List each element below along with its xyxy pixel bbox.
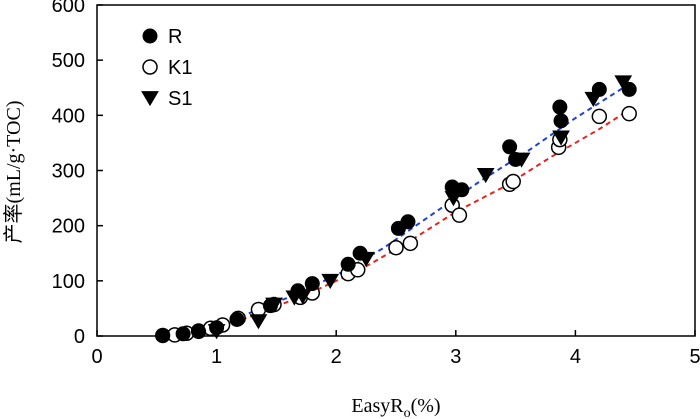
trendline-1 [240, 86, 624, 318]
point-s1-6 [321, 273, 340, 290]
point-k1-22 [591, 108, 608, 125]
point-r-10 [352, 245, 368, 261]
point-r-12 [400, 214, 416, 230]
point-r-7 [290, 283, 306, 299]
x-axis-ticks: 0 1 2 3 4 5 [91, 330, 700, 368]
x-tick-label: 3 [450, 346, 461, 368]
point-s1-9 [476, 168, 495, 184]
y-tick-label: 100 [52, 271, 85, 293]
point-r-17 [552, 99, 568, 115]
point-r-16 [508, 151, 524, 167]
x-tick-label: 1 [211, 346, 222, 368]
x-axis-label-main: EasyR [351, 395, 404, 417]
point-r-14 [454, 182, 470, 198]
legend-marker-s1 [141, 91, 159, 107]
point-k1-15 [402, 235, 419, 252]
point-k1-23 [621, 105, 637, 122]
x-tick-label: 0 [91, 346, 102, 368]
x-axis-label-unit: (%) [411, 395, 441, 417]
y-tick-label: 300 [52, 161, 85, 183]
point-r-20 [621, 81, 637, 97]
y-tick-label: 600 [52, 0, 85, 17]
point-r-5 [229, 311, 245, 327]
legend-label-k1: K1 [168, 57, 192, 79]
point-r-6 [262, 298, 278, 314]
point-s1-2 [249, 314, 268, 330]
x-axis-label: EasyRo(%) [351, 395, 440, 419]
y-axis-label: 产率(mL/g·TOC) [2, 101, 25, 244]
legend-label-r: R [168, 26, 182, 48]
x-tick-label: 5 [689, 346, 700, 368]
y-tick-label: 500 [52, 50, 85, 72]
x-tick-label: 4 [570, 346, 581, 368]
plot-frame [96, 4, 696, 337]
point-r-19 [591, 81, 607, 97]
point-k1-17 [451, 207, 468, 223]
point-r-15 [502, 139, 518, 155]
y-tick-label: 0 [74, 326, 85, 348]
x-axis-label-sub: o [404, 406, 411, 419]
y-tick-label: 200 [52, 216, 85, 238]
point-r-8 [304, 276, 320, 292]
point-k1-14 [388, 239, 404, 256]
point-k1-19 [505, 173, 521, 190]
y-axis-ticks: 0 100 200 300 400 500 600 [52, 0, 103, 348]
point-s1-11 [552, 130, 570, 146]
point-r-3 [191, 324, 207, 340]
legend-label-s1: S1 [168, 88, 192, 110]
point-r-18 [553, 113, 569, 129]
legend: R K1 S1 [141, 26, 192, 110]
point-r-1 [155, 327, 171, 343]
y-tick-label: 400 [52, 105, 85, 127]
x-tick-label: 2 [331, 346, 342, 368]
legend-marker-r [142, 28, 158, 44]
data-points [155, 75, 637, 344]
point-r-2 [175, 326, 191, 342]
point-r-9 [340, 256, 356, 272]
legend-marker-k1 [142, 59, 158, 75]
